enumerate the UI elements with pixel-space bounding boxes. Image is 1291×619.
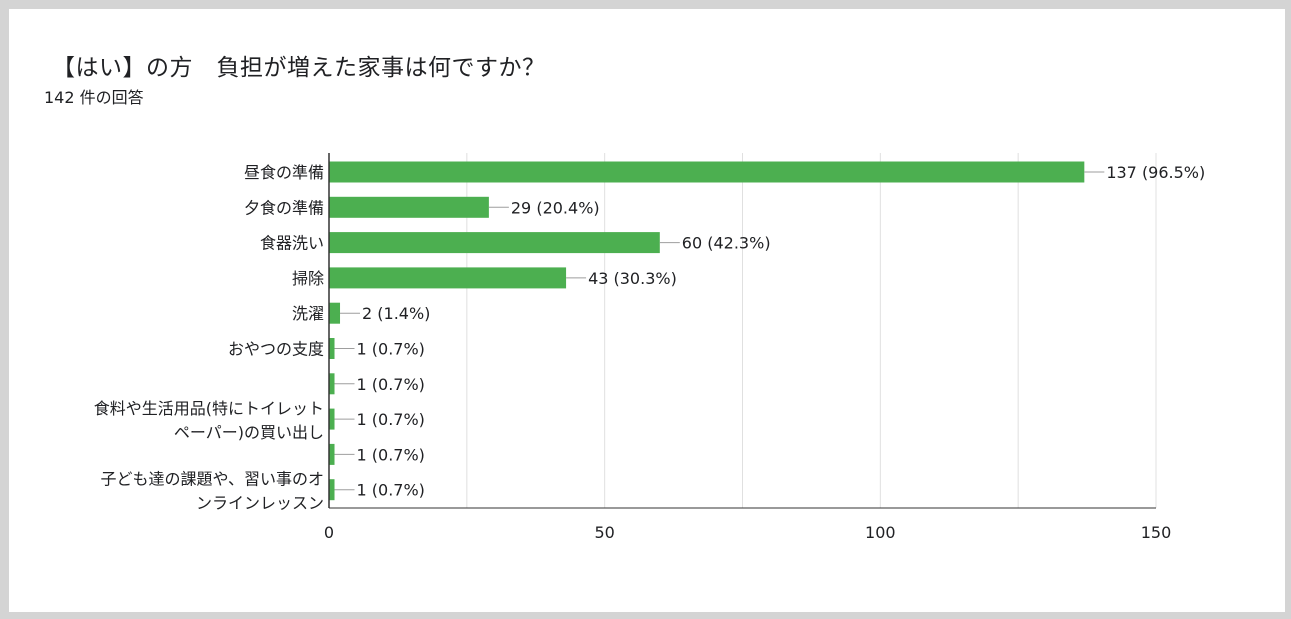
data-label: 1 (0.7%)	[357, 445, 425, 464]
bar	[329, 196, 489, 218]
bar	[329, 479, 335, 501]
category-label: 掃除	[292, 269, 324, 288]
data-label: 29 (20.4%)	[511, 198, 600, 217]
x-tick-label: 50	[594, 523, 614, 542]
bar	[329, 232, 660, 254]
bar	[329, 267, 567, 289]
category-label: 昼食の準備	[244, 163, 324, 182]
data-label: 1 (0.7%)	[357, 340, 425, 359]
data-label: 60 (42.3%)	[682, 234, 771, 253]
data-label: 43 (30.3%)	[588, 269, 677, 288]
bar	[329, 302, 341, 324]
bar	[329, 338, 335, 359]
bar	[329, 408, 335, 430]
x-tick-label: 100	[865, 523, 896, 542]
data-label: 137 (96.5%)	[1106, 163, 1205, 182]
data-label: 1 (0.7%)	[357, 410, 425, 429]
category-label: 洗濯	[292, 304, 324, 323]
category-label: 子ども達の課題や、習い事のオ	[100, 470, 324, 489]
chart-card	[9, 9, 1285, 612]
bar	[329, 373, 335, 395]
category-label: おやつの支度	[228, 340, 324, 359]
category-label: 食料や生活用品(特にトイレット	[94, 399, 324, 418]
bar	[329, 443, 335, 465]
response-count: 142 件の回答	[44, 88, 144, 107]
category-label: 夕食の準備	[244, 198, 324, 217]
x-tick-label: 150	[1141, 523, 1172, 542]
data-label: 2 (1.4%)	[362, 304, 430, 323]
chart-title: 【はい】の方 負担が増えた家事は何ですか？	[52, 55, 546, 81]
x-tick-label: 0	[324, 523, 334, 542]
category-label: ペーパー)の買い出し	[174, 423, 324, 442]
category-label: 食器洗い	[260, 234, 324, 253]
bar	[329, 161, 1085, 183]
data-label: 1 (0.7%)	[357, 375, 425, 394]
category-label: ンラインレッスン	[196, 494, 324, 513]
data-label: 1 (0.7%)	[357, 481, 425, 500]
